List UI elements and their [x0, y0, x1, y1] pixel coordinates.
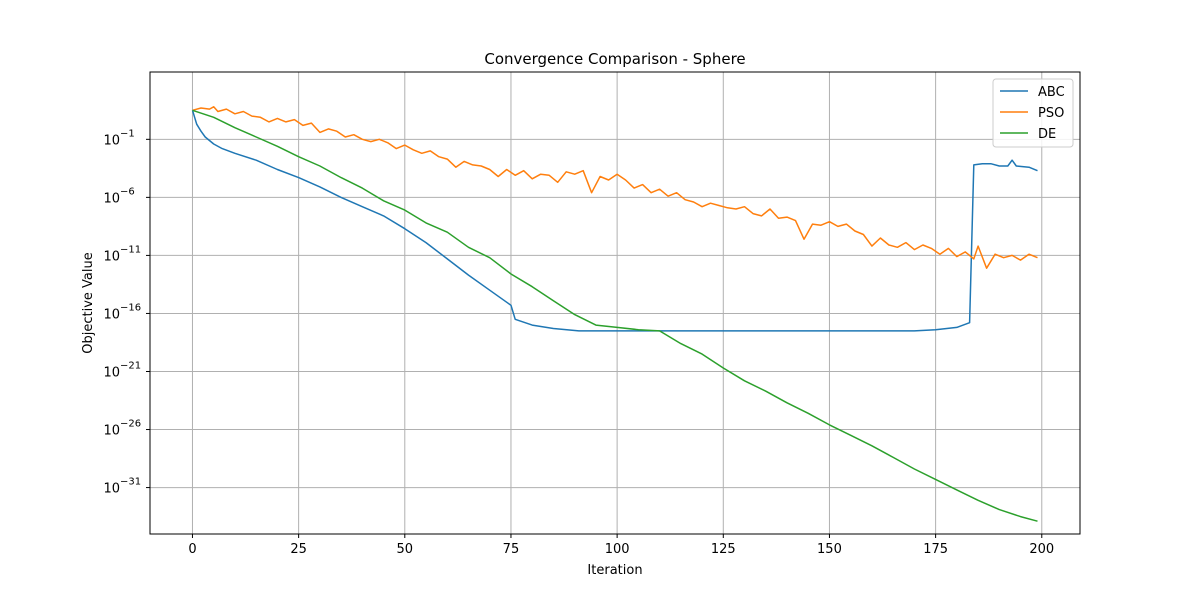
series-line-pso	[192, 106, 1038, 269]
series-line-abc	[191, 110, 1038, 332]
x-tick-label: 200	[1029, 542, 1054, 557]
y-tick-exponent: −1	[120, 128, 135, 139]
y-tick-exponent: −16	[120, 302, 141, 313]
y-tick-label: 10 −31	[103, 477, 141, 497]
y-tick-label: 10 −11	[103, 244, 141, 264]
y-tick-base: 10	[103, 482, 120, 497]
y-tick-label: 10 −6	[103, 186, 134, 206]
y-tick-base: 10	[103, 365, 120, 380]
legend-box	[992, 78, 1074, 148]
legend-label-de: DE	[1038, 127, 1056, 142]
grid	[150, 72, 1080, 534]
series-lines	[191, 106, 1038, 522]
x-axis: 0 25 50 75 100 125 150 175 200	[188, 534, 1054, 557]
y-tick-base: 10	[103, 191, 120, 206]
x-tick-label: 75	[503, 542, 520, 557]
x-tick-label: 150	[817, 542, 842, 557]
y-tick-exponent: −26	[120, 419, 141, 430]
y-tick-exponent: −31	[120, 477, 141, 488]
y-tick-label: 10 −26	[103, 419, 141, 439]
y-tick-base: 10	[103, 307, 120, 322]
y-tick-base: 10	[103, 133, 120, 148]
x-axis-label: Iteration	[587, 563, 642, 578]
y-tick-exponent: −6	[120, 186, 135, 197]
x-tick-label: 25	[290, 542, 307, 557]
y-tick-exponent: −11	[120, 244, 141, 255]
y-tick-label: 10 −1	[103, 128, 134, 148]
y-tick-exponent: −21	[120, 360, 141, 371]
x-tick-label: 0	[188, 542, 196, 557]
legend: ABC PSO DE	[992, 78, 1074, 148]
x-tick-label: 100	[605, 542, 630, 557]
legend-label-abc: ABC	[1038, 85, 1065, 100]
x-tick-label: 50	[397, 542, 414, 557]
x-tick-label: 175	[923, 542, 948, 557]
y-tick-base: 10	[103, 249, 120, 264]
y-tick-label: 10 −21	[103, 360, 141, 380]
x-tick-label: 125	[711, 542, 736, 557]
y-tick-label: 10 −16	[103, 302, 141, 322]
plot-frame	[149, 71, 1081, 535]
series-line-de	[192, 109, 1038, 522]
chart-title: Convergence Comparison - Sphere	[484, 50, 745, 68]
y-axis-label: Objective Value	[81, 252, 96, 353]
legend-label-pso: PSO	[1038, 106, 1064, 121]
y-tick-base: 10	[103, 424, 120, 439]
